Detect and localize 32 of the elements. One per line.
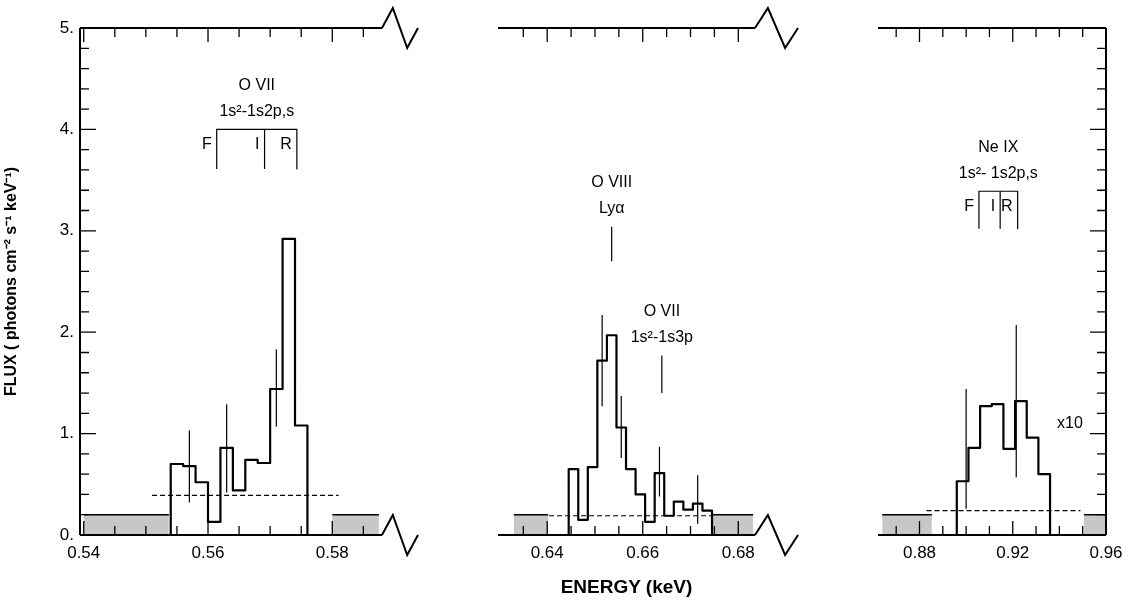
y-tick-label: 1. [59,423,74,443]
annotation: 1s²-1s3p [630,327,694,345]
annotation: F [964,196,975,214]
y-tick-label: 2. [59,321,74,341]
annotation: O VII [238,75,276,93]
y-tick-label: 3. [59,220,74,240]
annotation: R [280,134,292,152]
x-tick-label: 0.66 [626,542,660,562]
annotation: R [1001,196,1013,214]
x-tick-label: 0.68 [721,542,755,562]
annotation: Lyα [598,199,625,217]
x-tick-label: 0.64 [530,542,564,562]
annotation: I [990,196,996,214]
x-tick-label: 0.54 [67,542,101,562]
x-tick-label: 0.58 [315,542,349,562]
annotation: Ne IX [978,137,1019,155]
annotation: 1s²-1s2p,s [219,101,295,119]
annotation: I [255,134,260,152]
annotation: F [201,134,212,152]
x-tick-label: 0.92 [996,542,1030,562]
x-tick-label: 0.56 [191,542,225,562]
x-axis-title: ENERGY (keV) [560,575,693,597]
y-tick-label: 4. [59,119,74,139]
y-tick-label: 0. [59,524,74,544]
annotation: O VIII [591,173,633,191]
y-tick-label: 5. [59,17,74,37]
y-axis-title: FLUX ( photons cm⁻² s⁻¹ keV⁻¹) [2,166,20,397]
annotation: 1s²- 1s2p,s [958,163,1038,181]
annotation: x10 [1057,413,1083,431]
x-tick-label: 0.88 [902,542,937,562]
annotation: O VII [643,301,681,319]
x-tick-label: 0.96 [1089,542,1123,562]
